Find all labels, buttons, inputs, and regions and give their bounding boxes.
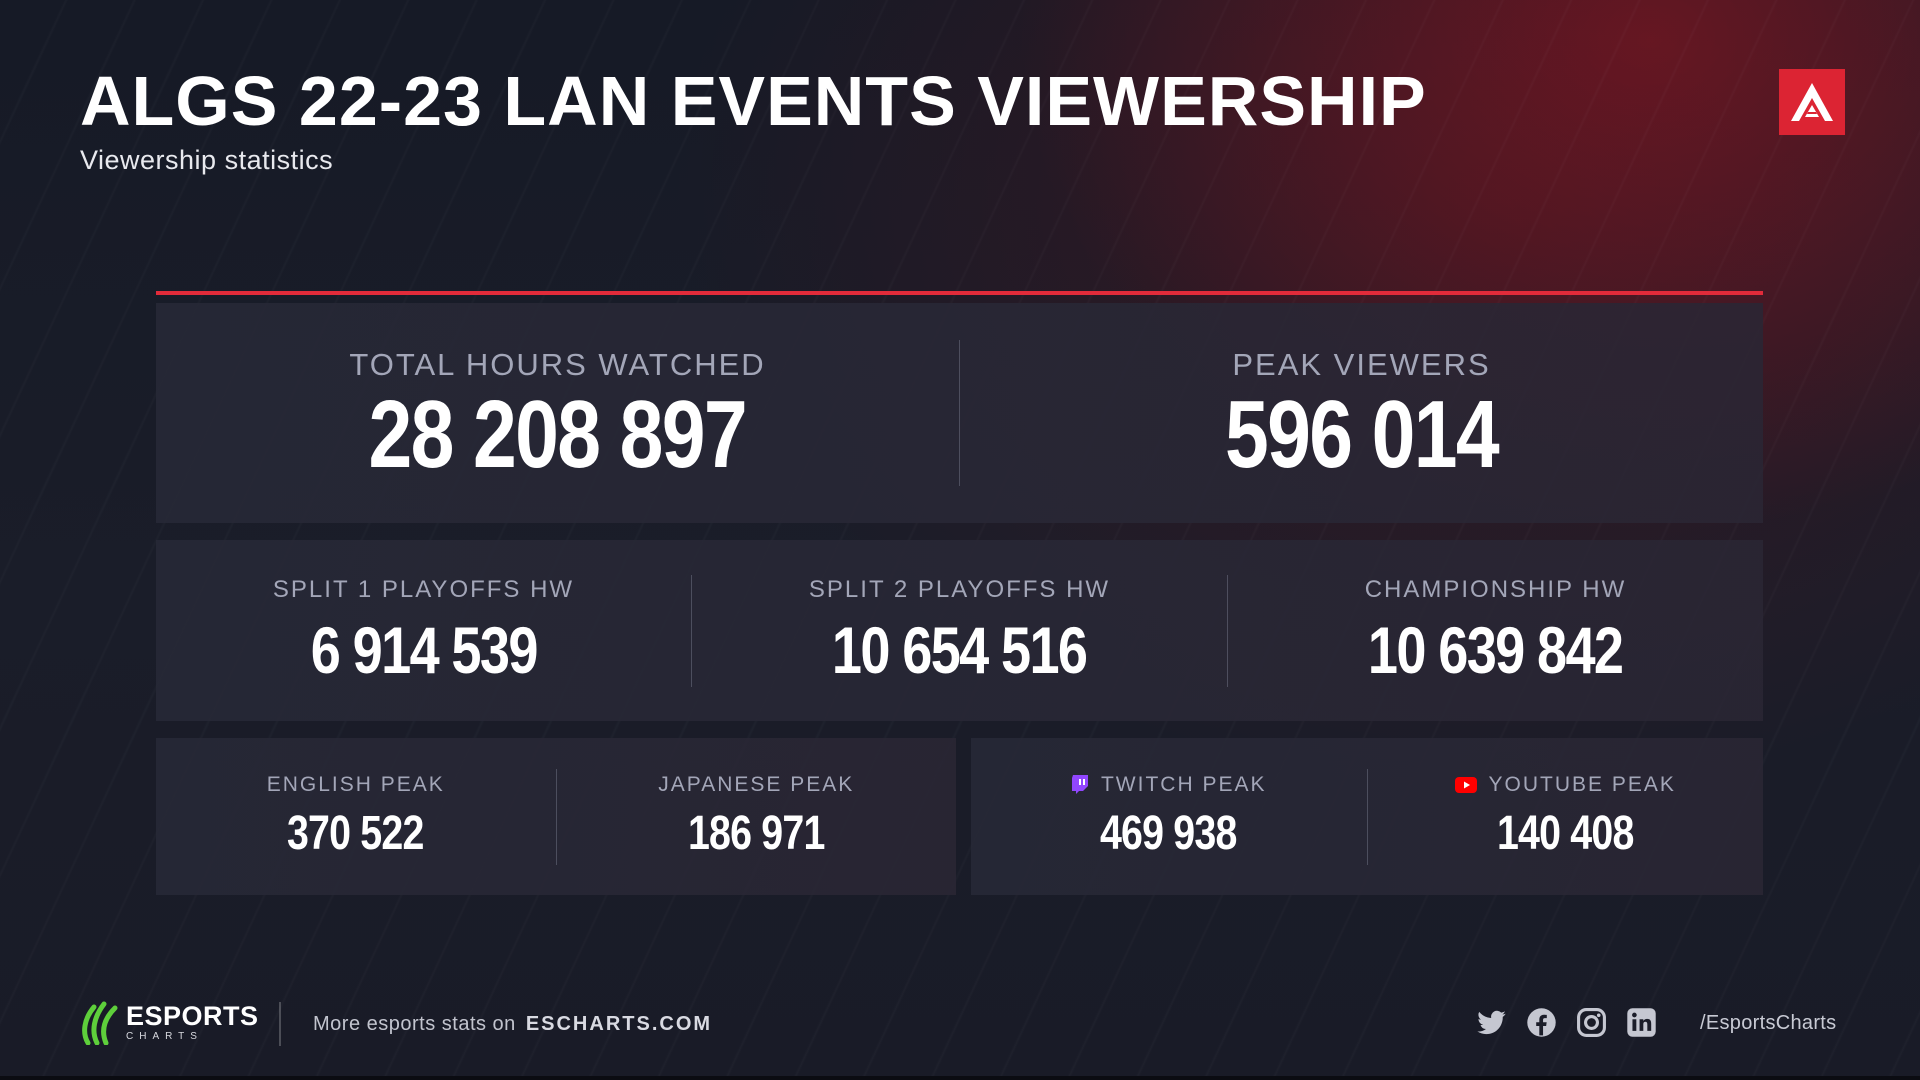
- stat-value: 10 639 842: [1368, 612, 1624, 687]
- stat-label: PEAK VIEWERS: [1232, 346, 1491, 382]
- stat-youtube-peak: YOUTUBE PEAK 140 408: [1368, 738, 1764, 895]
- page-title: ALGS 22-23 LAN EVENTS VIEWERSHIP: [80, 62, 1427, 140]
- stage-hours-panel: SPLIT 1 PLAYOFFS HW 6 914 539 SPLIT 2 PL…: [156, 540, 1763, 721]
- stat-value: 140 408: [1496, 807, 1634, 861]
- main-stats-panel: TOTAL HOURS WATCHED 28 208 897 PEAK VIEW…: [156, 303, 1763, 523]
- platform-peaks-panel: TWITCH PEAK 469 938 YOUTUBE PEAK 140 408: [971, 738, 1763, 895]
- stat-label-row: TWITCH PEAK: [1071, 773, 1267, 797]
- stat-value: 10 654 516: [832, 612, 1088, 687]
- stat-label-row: YOUTUBE PEAK: [1454, 773, 1676, 797]
- stat-value: 596 014: [1224, 380, 1500, 488]
- stat-label: JAPANESE PEAK: [658, 773, 855, 797]
- stat-label: TWITCH PEAK: [1100, 773, 1267, 797]
- footer: ESPORTS CHARTS More esports stats on ESCH…: [0, 996, 1920, 1056]
- logo-sub-text: CHARTS: [126, 1030, 203, 1042]
- stat-label: YOUTUBE PEAK: [1488, 773, 1676, 797]
- apex-legends-logo-icon: [1779, 69, 1845, 135]
- stat-peak-viewers: PEAK VIEWERS 596 014: [960, 303, 1763, 523]
- footer-divider: [279, 1002, 281, 1046]
- bottom-edge: [0, 1076, 1920, 1080]
- esports-charts-logo[interactable]: ESPORTS CHARTS: [80, 999, 259, 1045]
- divider: [959, 340, 960, 486]
- twitter-icon[interactable]: [1476, 1007, 1507, 1038]
- stat-value: 370 522: [287, 807, 425, 861]
- stat-split2-hw: SPLIT 2 PLAYOFFS HW 10 654 516: [692, 540, 1227, 721]
- site-link[interactable]: ESCHARTS.COM: [525, 1013, 713, 1035]
- divider: [691, 574, 692, 687]
- stat-label: SPLIT 2 PLAYOFFS HW: [808, 575, 1111, 603]
- language-peaks-panel: ENGLISH PEAK 370 522 JAPANESE PEAK 186 9…: [156, 738, 956, 895]
- divider: [1227, 574, 1228, 687]
- stat-english-peak: ENGLISH PEAK 370 522: [156, 738, 556, 895]
- stat-value: 469 938: [1100, 807, 1238, 861]
- stat-value: 28 208 897: [368, 380, 748, 488]
- instagram-icon[interactable]: [1576, 1007, 1607, 1038]
- accent-bar: [156, 291, 1763, 295]
- stat-split1-hw: SPLIT 1 PLAYOFFS HW 6 914 539: [156, 540, 691, 721]
- stat-label: ENGLISH PEAK: [266, 773, 445, 797]
- stat-label: CHAMPIONSHIP HW: [1364, 575, 1627, 603]
- stat-label: TOTAL HOURS WATCHED: [349, 346, 766, 382]
- stat-value: 6 914 539: [310, 612, 538, 687]
- stat-twitch-peak: TWITCH PEAK 469 938: [971, 738, 1367, 895]
- linkedin-icon[interactable]: [1626, 1007, 1657, 1038]
- facebook-icon[interactable]: [1526, 1007, 1557, 1038]
- page-subtitle: Viewership statistics: [80, 145, 334, 175]
- divider: [555, 768, 557, 865]
- social-icons: [1476, 1007, 1657, 1038]
- stat-japanese-peak: JAPANESE PEAK 186 971: [557, 738, 957, 895]
- logo-main-text: ESPORTS: [126, 1000, 259, 1031]
- stat-championship-hw: CHAMPIONSHIP HW 10 639 842: [1228, 540, 1763, 721]
- footer-more-text: More esports stats on ESCHARTS.COM: [313, 1013, 712, 1036]
- youtube-icon: [1454, 777, 1477, 794]
- twitch-icon: [1071, 775, 1088, 795]
- stat-label: SPLIT 1 PLAYOFFS HW: [272, 575, 575, 603]
- stat-value: 186 971: [687, 807, 825, 861]
- stat-total-hours: TOTAL HOURS WATCHED 28 208 897: [156, 303, 959, 523]
- more-text: More esports stats on: [313, 1013, 516, 1035]
- divider: [1366, 768, 1368, 865]
- social-handle[interactable]: /EsportsCharts: [1700, 1012, 1837, 1034]
- esports-charts-logo-icon: [82, 1001, 118, 1045]
